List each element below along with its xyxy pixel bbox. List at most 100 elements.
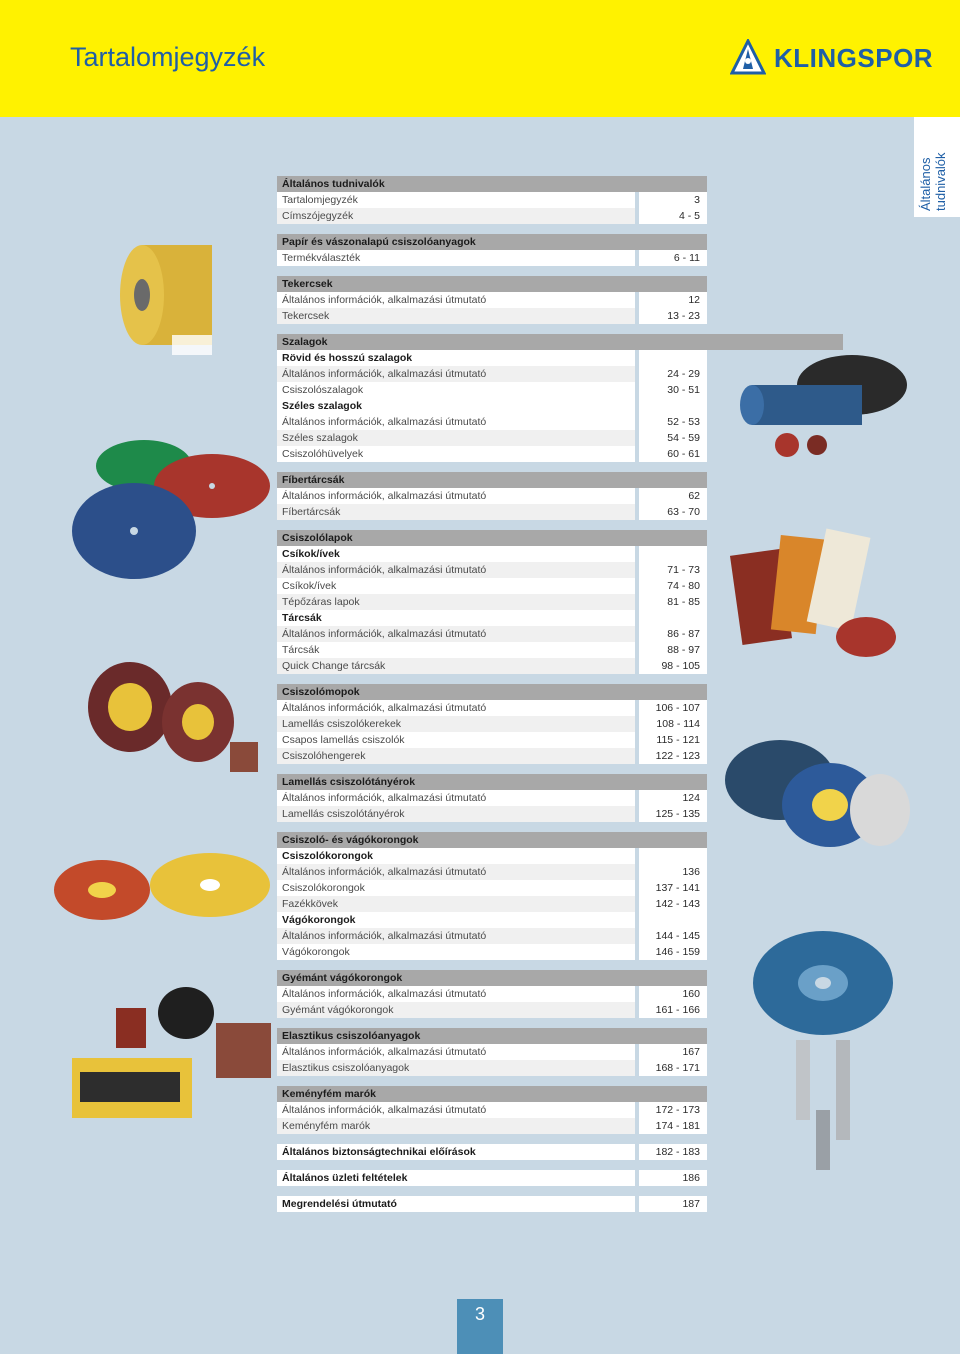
toc-page-range: 62 <box>639 488 707 504</box>
toc-section: Lamellás csiszolótányérok Általános infor… <box>277 774 707 822</box>
toc-entry[interactable]: Tartalomjegyzék 3 <box>277 192 707 208</box>
toc-label: Csiszolószalagok <box>277 382 635 398</box>
toc-entry[interactable]: Keményfém marók 174 - 181 <box>277 1118 707 1134</box>
toc-page-range: 60 - 61 <box>639 446 707 462</box>
toc-section: Papír és vászonalapú csiszolóanyagok Term… <box>277 234 707 266</box>
toc-entry[interactable]: Vágókorongok 146 - 159 <box>277 944 707 960</box>
toc-page-range <box>639 398 707 414</box>
toc-page-range: 52 - 53 <box>639 414 707 430</box>
toc-section: Tekercsek Általános információk, alkalmaz… <box>277 276 707 324</box>
toc-label: Gyémánt vágókorongok <box>277 970 707 986</box>
toc-entry[interactable]: Általános információk, alkalmazási útmut… <box>277 1044 707 1060</box>
toc-label: Lamellás csiszolókerekek <box>277 716 635 732</box>
toc-section: Csiszoló- és vágókorongok Csiszolókorongo… <box>277 832 707 960</box>
toc-page-range: 30 - 51 <box>639 382 707 398</box>
toc-entry[interactable]: Általános információk, alkalmazási útmut… <box>277 1102 707 1118</box>
toc-entry[interactable]: Általános információk, alkalmazási útmut… <box>277 366 707 382</box>
toc-entry[interactable]: Címszójegyzék 4 - 5 <box>277 208 707 224</box>
toc-label: Elasztikus csiszolóanyagok <box>277 1060 635 1076</box>
toc-section-heading: Tekercsek <box>277 276 707 292</box>
toc-entry[interactable]: Csiszolókorongok 137 - 141 <box>277 880 707 896</box>
toc-label: Csiszolóhengerek <box>277 748 635 764</box>
toc-entry[interactable]: Csiszolóhengerek 122 - 123 <box>277 748 707 764</box>
toc-entry[interactable]: Általános információk, alkalmazási útmut… <box>277 864 707 880</box>
toc-page-range: 24 - 29 <box>639 366 707 382</box>
toc-label: Keményfém marók <box>277 1118 635 1134</box>
grinding-discs-illustration <box>54 853 270 920</box>
diamond-disc-illustration <box>753 931 893 1035</box>
toc-entry[interactable]: Általános információk, alkalmazási útmut… <box>277 414 707 430</box>
toc-label: Általános információk, alkalmazási útmut… <box>277 292 635 308</box>
fibre-discs-illustration <box>72 440 270 579</box>
toc-section: Csiszolómopok Általános információk, alka… <box>277 684 707 764</box>
toc-entry[interactable]: Fazékkövek 142 - 143 <box>277 896 707 912</box>
toc-entry[interactable]: Általános üzleti feltételek 186 <box>277 1170 707 1186</box>
toc-label: Csiszoló- és vágókorongok <box>277 832 707 848</box>
toc-label: Csiszolólapok <box>277 530 707 546</box>
toc-label: Csiszolóhüvelyek <box>277 446 635 462</box>
toc-entry[interactable]: Megrendelési útmutató 187 <box>277 1196 707 1212</box>
carbide-cutters-illustration <box>796 1040 850 1170</box>
toc-page-range: 4 - 5 <box>639 208 707 224</box>
toc-section: Keményfém marók Általános információk, al… <box>277 1086 707 1134</box>
toc-entry[interactable]: Széles szalagok 54 - 59 <box>277 430 707 446</box>
toc-label: Tekercsek <box>277 276 707 292</box>
toc-section-heading: Gyémánt vágókorongok <box>277 970 707 986</box>
toc-entry[interactable]: Általános információk, alkalmazási útmut… <box>277 790 707 806</box>
toc-section-heading: Keményfém marók <box>277 1086 707 1102</box>
toc-entry[interactable]: Csiszolószalagok 30 - 51 <box>277 382 707 398</box>
toc-entry[interactable]: Fíbertárcsák 63 - 70 <box>277 504 707 520</box>
toc-entry[interactable]: Elasztikus csiszolóanyagok 168 - 171 <box>277 1060 707 1076</box>
toc-label: Termékválaszték <box>277 250 635 266</box>
toc-entry[interactable]: Általános információk, alkalmazási útmut… <box>277 292 707 308</box>
toc-entry[interactable]: Csapos lamellás csiszolók 115 - 121 <box>277 732 707 748</box>
toc-label: Általános üzleti feltételek <box>277 1170 635 1186</box>
toc-entry[interactable]: Gyémánt vágókorongok 161 - 166 <box>277 1002 707 1018</box>
toc-section: Elasztikus csiszolóanyagok Általános info… <box>277 1028 707 1076</box>
toc-page-range: 136 <box>639 864 707 880</box>
toc-entry[interactable]: Tépőzáras lapok 81 - 85 <box>277 594 707 610</box>
toc-section: Fíbertárcsák Általános információk, alkal… <box>277 472 707 520</box>
page-header: Tartalomjegyzék KLINGSPOR <box>0 0 960 117</box>
toc-entry[interactable]: Általános információk, alkalmazási útmut… <box>277 488 707 504</box>
klingspor-logo-icon <box>730 39 766 75</box>
toc-entry[interactable]: Lamellás csiszolókerekek 108 - 114 <box>277 716 707 732</box>
toc-entry[interactable]: Általános biztonságtechnikai előírások 18… <box>277 1144 707 1160</box>
toc-label: Szalagok <box>277 334 843 350</box>
toc-page-range: 81 - 85 <box>639 594 707 610</box>
toc-label: Általános információk, alkalmazási útmut… <box>277 1102 635 1118</box>
toc-entry[interactable]: Általános információk, alkalmazási útmut… <box>277 626 707 642</box>
toc-page-range: 142 - 143 <box>639 896 707 912</box>
toc-page-range <box>639 350 707 366</box>
toc-label: Tárcsák <box>277 610 635 626</box>
toc-entry[interactable]: Általános információk, alkalmazási útmut… <box>277 700 707 716</box>
toc-page-range: 54 - 59 <box>639 430 707 446</box>
toc-page-range: 174 - 181 <box>639 1118 707 1134</box>
toc-label: Általános biztonságtechnikai előírások <box>277 1144 635 1160</box>
toc-page-range: 122 - 123 <box>639 748 707 764</box>
toc-page-range: 86 - 87 <box>639 626 707 642</box>
toc-entry[interactable]: Tekercsek 13 - 23 <box>277 308 707 324</box>
toc-label: Széles szalagok <box>277 430 635 446</box>
toc-entry[interactable]: Quick Change tárcsák 98 - 105 <box>277 658 707 674</box>
toc-label: Csiszolómopok <box>277 684 707 700</box>
toc-entry[interactable]: Általános információk, alkalmazási útmut… <box>277 562 707 578</box>
flap-discs-illustration <box>725 740 910 847</box>
toc-entry[interactable]: Tárcsák 88 - 97 <box>277 642 707 658</box>
toc-label: Csíkok/ívek <box>277 578 635 594</box>
toc-label: Lamellás csiszolótányérok <box>277 806 635 822</box>
toc-page-range: 146 - 159 <box>639 944 707 960</box>
toc-entry[interactable]: Csiszolóhüvelyek 60 - 61 <box>277 446 707 462</box>
mop-wheels-illustration <box>88 662 258 772</box>
toc-label: Tépőzáras lapok <box>277 594 635 610</box>
sheets-illustration <box>729 528 896 657</box>
toc-entry[interactable]: Csíkok/ívek 74 - 80 <box>277 578 707 594</box>
toc-entry[interactable]: Általános információk, alkalmazási útmut… <box>277 928 707 944</box>
toc-label: Quick Change tárcsák <box>277 658 635 674</box>
toc-section-heading: Csiszoló- és vágókorongok <box>277 832 707 848</box>
toc-entry[interactable]: Általános információk, alkalmazási útmut… <box>277 986 707 1002</box>
side-tab-label: Általános tudnivalók <box>918 121 948 217</box>
toc-entry[interactable]: Termékválaszték 6 - 11 <box>277 250 707 266</box>
toc-page-range <box>639 912 707 928</box>
toc-entry[interactable]: Lamellás csiszolótányérok 125 - 135 <box>277 806 707 822</box>
